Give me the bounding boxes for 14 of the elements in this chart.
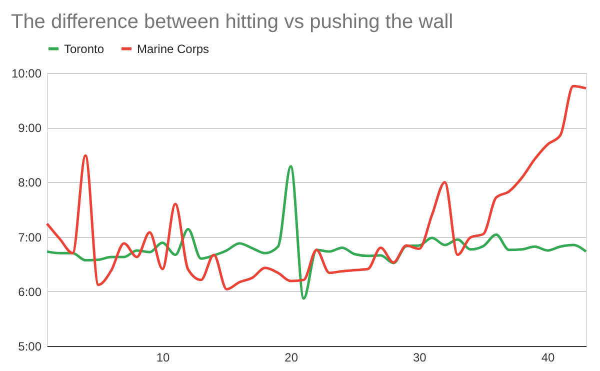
chart-title: The difference between hitting vs pushing the wall — [10, 11, 454, 33]
y-tick-label: 9:00 — [18, 121, 42, 136]
y-tick-label: 6:00 — [18, 284, 42, 299]
y-tick-label: 10:00 — [11, 66, 42, 80]
y-tick-label: 8:00 — [18, 176, 42, 190]
y-tick-label: 7:00 — [18, 230, 42, 244]
legend-label: Marine Corps — [137, 42, 210, 56]
legend-label: Toronto — [64, 42, 104, 56]
line-series — [46, 84, 588, 290]
y-tick-label: 5:00 — [18, 340, 42, 354]
x-tick-label: 10 — [156, 350, 170, 364]
x-tick-label: 40 — [541, 350, 555, 364]
x-tick-label: 20 — [284, 350, 298, 364]
x-tick-label: 30 — [412, 350, 427, 364]
